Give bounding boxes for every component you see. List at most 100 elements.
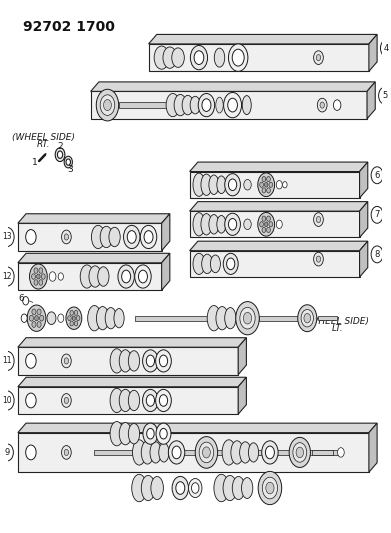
Polygon shape (190, 201, 368, 211)
Circle shape (296, 447, 303, 458)
Circle shape (156, 390, 171, 411)
Circle shape (58, 273, 63, 280)
Circle shape (32, 274, 36, 279)
Text: 9: 9 (5, 448, 10, 457)
Circle shape (74, 310, 78, 316)
Circle shape (192, 483, 199, 494)
Circle shape (37, 309, 41, 315)
Polygon shape (18, 338, 246, 347)
Circle shape (64, 156, 72, 168)
Text: 6: 6 (18, 294, 24, 303)
Polygon shape (18, 347, 238, 375)
Circle shape (301, 310, 314, 327)
Ellipse shape (110, 349, 124, 373)
Circle shape (172, 446, 181, 459)
Circle shape (172, 477, 188, 499)
Circle shape (267, 216, 270, 221)
Polygon shape (238, 338, 246, 375)
Ellipse shape (150, 442, 161, 463)
Ellipse shape (172, 48, 184, 67)
Circle shape (138, 270, 147, 283)
Ellipse shape (98, 267, 109, 286)
Circle shape (144, 231, 153, 243)
Bar (135, 316, 212, 321)
Circle shape (225, 174, 240, 196)
Ellipse shape (202, 254, 213, 273)
Ellipse shape (193, 213, 205, 236)
Circle shape (283, 182, 287, 188)
Ellipse shape (223, 475, 237, 500)
Ellipse shape (154, 46, 169, 69)
Circle shape (32, 309, 36, 315)
Ellipse shape (159, 443, 169, 462)
Polygon shape (190, 241, 368, 251)
Circle shape (262, 188, 266, 193)
Circle shape (243, 312, 252, 324)
Circle shape (27, 305, 46, 332)
Ellipse shape (166, 93, 179, 117)
Circle shape (262, 441, 278, 464)
Text: 6: 6 (375, 171, 380, 180)
Circle shape (70, 310, 74, 316)
Ellipse shape (109, 227, 120, 247)
Circle shape (380, 39, 391, 56)
Ellipse shape (119, 423, 132, 445)
Ellipse shape (105, 308, 117, 329)
Circle shape (203, 447, 210, 458)
Circle shape (39, 268, 43, 273)
Ellipse shape (217, 215, 226, 233)
Circle shape (188, 479, 202, 497)
Circle shape (224, 92, 242, 118)
Ellipse shape (242, 95, 251, 115)
Circle shape (276, 181, 282, 189)
Text: 2: 2 (57, 142, 63, 151)
Circle shape (143, 390, 158, 411)
Circle shape (156, 423, 171, 444)
Circle shape (244, 219, 251, 230)
Text: (WHEEL SIDE): (WHEEL SIDE) (306, 317, 369, 326)
Circle shape (124, 225, 140, 248)
Polygon shape (149, 44, 369, 71)
Text: (WHEEL SIDE): (WHEEL SIDE) (13, 133, 75, 142)
Polygon shape (18, 253, 170, 263)
Ellipse shape (231, 441, 243, 464)
Ellipse shape (133, 440, 146, 465)
Circle shape (72, 316, 75, 320)
Ellipse shape (216, 97, 223, 113)
Text: 1: 1 (32, 158, 38, 167)
Circle shape (100, 95, 115, 115)
Circle shape (104, 100, 111, 111)
Circle shape (29, 316, 33, 321)
Text: 8: 8 (375, 250, 380, 259)
Bar (312, 450, 334, 455)
Circle shape (61, 230, 71, 244)
Circle shape (267, 176, 270, 182)
Ellipse shape (190, 96, 200, 114)
Circle shape (225, 213, 240, 236)
Circle shape (64, 449, 68, 456)
Circle shape (26, 230, 36, 244)
Circle shape (314, 213, 323, 227)
Bar (319, 316, 337, 320)
Circle shape (264, 182, 268, 187)
Circle shape (35, 316, 38, 321)
Circle shape (244, 180, 251, 190)
Circle shape (66, 159, 70, 165)
Text: 5: 5 (382, 91, 387, 100)
Polygon shape (18, 214, 170, 223)
Circle shape (316, 256, 321, 262)
Circle shape (293, 442, 307, 462)
Circle shape (240, 308, 255, 329)
Circle shape (228, 98, 237, 112)
Circle shape (298, 305, 317, 332)
Ellipse shape (141, 441, 154, 464)
Ellipse shape (141, 475, 155, 500)
Polygon shape (360, 162, 368, 198)
Circle shape (55, 148, 65, 161)
Circle shape (267, 188, 270, 193)
Circle shape (64, 234, 68, 240)
Circle shape (320, 102, 325, 108)
Circle shape (47, 312, 56, 325)
Circle shape (199, 442, 214, 463)
Circle shape (260, 182, 264, 188)
